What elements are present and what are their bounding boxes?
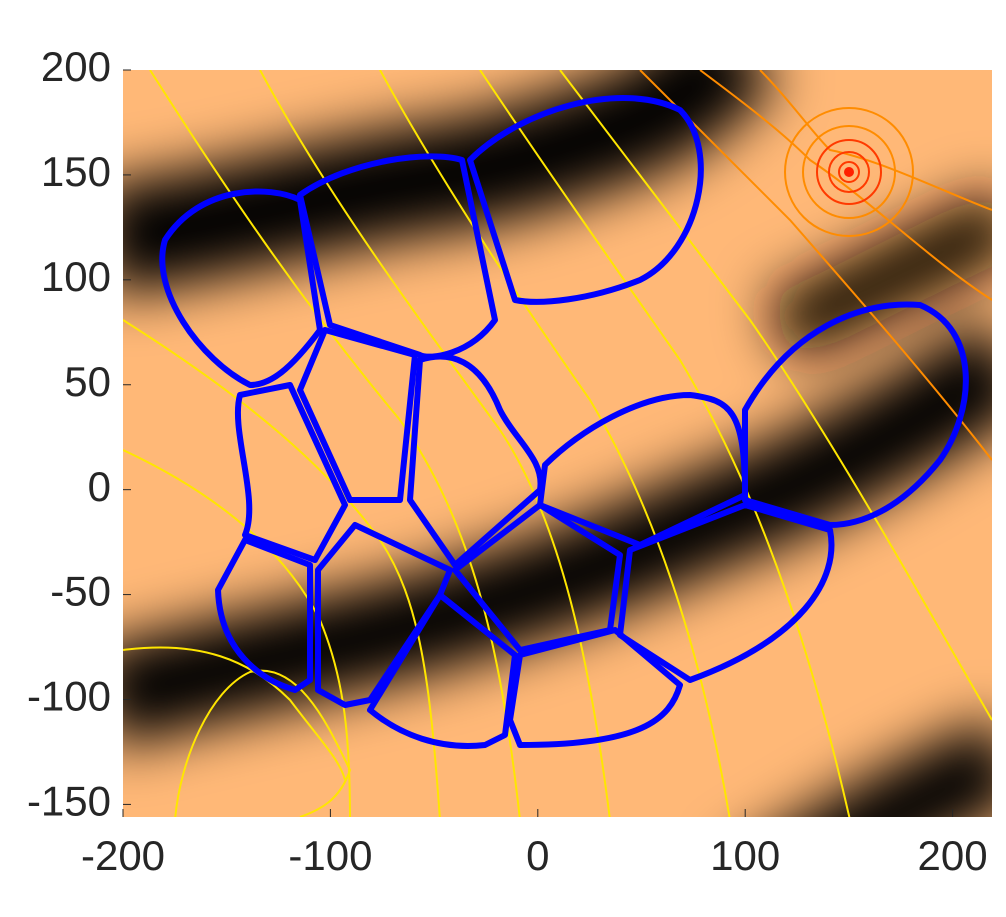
- x-tick-label: 200: [918, 832, 988, 879]
- x-tick-label: -100: [288, 832, 372, 879]
- cell-outlines: [159, 95, 969, 749]
- y-tick-label: 150: [41, 148, 111, 195]
- axes: -200 -100 0 100 200 -150 -100 -50 0 50 100 150 200: [27, 43, 988, 879]
- y-tick-label: -100: [27, 673, 111, 720]
- heatmap-bands: [123, 70, 992, 817]
- y-tick-label: -150: [27, 778, 111, 825]
- contour-lines: [123, 70, 992, 817]
- y-tick-label: 100: [41, 253, 111, 300]
- y-tick-label: 0: [88, 463, 111, 510]
- x-tick-label: 0: [526, 832, 549, 879]
- y-tick-label: -50: [50, 568, 111, 615]
- plot-area: [123, 70, 992, 817]
- y-tick-label: 200: [41, 43, 111, 90]
- x-tick-label: -200: [81, 832, 165, 879]
- x-tick-label: 100: [710, 832, 780, 879]
- y-tick-label: 50: [64, 358, 111, 405]
